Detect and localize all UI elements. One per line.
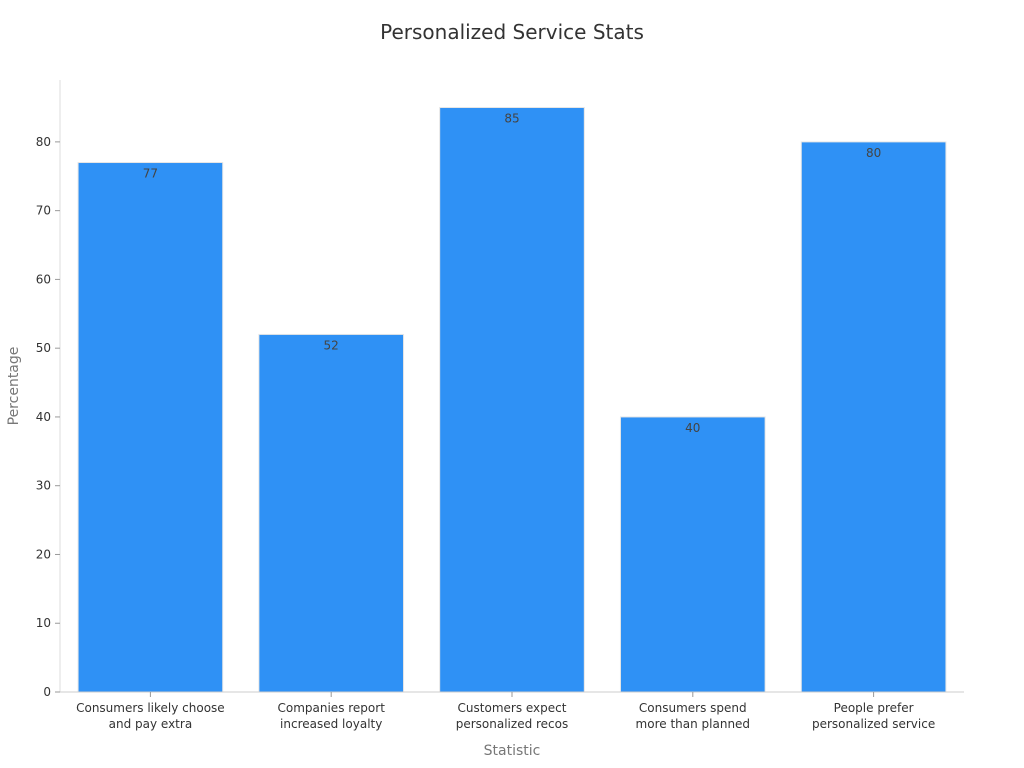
bars-layer xyxy=(77,107,947,693)
y-tick-label: 60 xyxy=(36,272,51,286)
x-tick-labels: Consumers likely choose and pay extra Comp… xyxy=(76,692,935,731)
x-tick-label: Companies report increased loyalty xyxy=(277,701,385,731)
x-tick-label: Consumers likely choose and pay extra xyxy=(76,701,225,731)
x-tick-label: People prefer personalized service xyxy=(812,701,935,731)
y-ticks: 0 10 20 30 40 50 60 70 80 xyxy=(36,135,60,699)
y-tick-label: 30 xyxy=(36,479,51,493)
y-tick-label: 0 xyxy=(43,685,51,699)
chart-title: Personalized Service Stats xyxy=(380,20,644,44)
x-tick-label: Customers expect personalized recos xyxy=(456,701,569,731)
bar-3 xyxy=(439,107,585,693)
y-tick-label: 10 xyxy=(36,616,51,630)
bar-2 xyxy=(258,333,405,693)
y-axis-title: Percentage xyxy=(6,347,22,426)
data-label-5: 80 xyxy=(866,146,881,160)
data-label-4: 40 xyxy=(685,421,700,435)
x-axis-title: Statistic xyxy=(484,743,541,759)
y-tick-label: 70 xyxy=(36,204,51,218)
bar-5 xyxy=(800,141,947,693)
y-tick-label: 80 xyxy=(36,135,51,149)
x-tick-label: Consumers spend more than planned xyxy=(636,701,751,731)
data-labels: 77 52 85 40 80 xyxy=(143,112,881,435)
bar-4 xyxy=(619,416,766,693)
y-tick-label: 40 xyxy=(36,410,51,424)
bar-1 xyxy=(77,162,224,693)
data-label-3: 85 xyxy=(504,112,519,126)
y-tick-label: 50 xyxy=(36,341,51,355)
y-tick-label: 20 xyxy=(36,547,51,561)
data-label-2: 52 xyxy=(324,338,339,352)
data-label-1: 77 xyxy=(143,167,158,181)
